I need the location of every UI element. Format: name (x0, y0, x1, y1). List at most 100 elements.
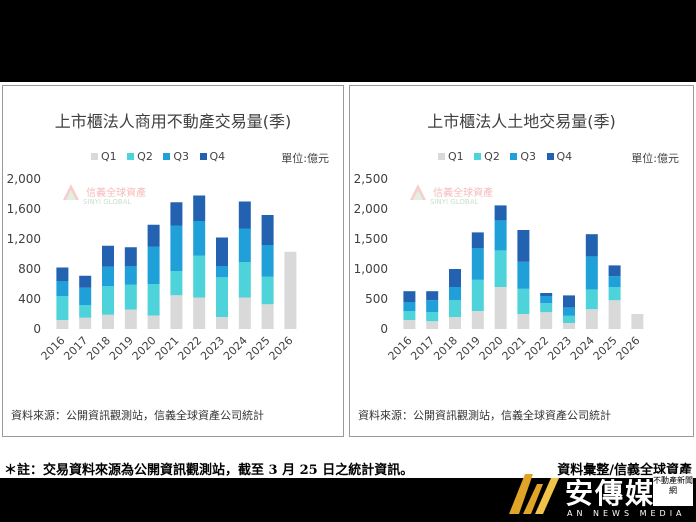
y-tick-label: 400 (18, 292, 41, 306)
bar-segment-q2-2017 (426, 312, 439, 322)
footnote: ＊註：交易資料來源為公開資訊觀測站，截至 3 月 25 日之統計資訊。 (4, 463, 414, 478)
bar-segment-q3-2020 (147, 246, 160, 284)
stacked-bar-chart-land: 0 500 1,000 1,500 2,000 2,500 2016201720182019… (354, 172, 644, 363)
bar-segment-q3-2024 (238, 228, 251, 263)
x-tick-label: 2021 (153, 334, 182, 363)
x-tick-label: 2020 (130, 334, 159, 363)
bar-segment-q3-2023 (563, 307, 575, 316)
x-tick-label: 2022 (175, 334, 204, 363)
y-tick-label: 800 (18, 262, 41, 276)
y-tick-label: 1,000 (354, 262, 388, 276)
bar-segment-q4-2021 (517, 230, 530, 262)
bar-segment-q3-2019 (471, 248, 484, 280)
bar-segment-q4-2019 (124, 247, 137, 266)
x-tick-label: 2023 (545, 334, 574, 363)
bar-segment-q1-2016 (403, 320, 416, 329)
bar-segment-q4-2020 (494, 205, 507, 221)
y-tick-label: 1,600 (7, 202, 41, 216)
bar-segment-q1-2021 (170, 295, 183, 329)
bar-segment-q3-2018 (449, 287, 461, 301)
bar-segment-q1-2020 (494, 287, 507, 329)
bar-segment-q1-2019 (471, 311, 484, 329)
bar-segment-q3-2018 (102, 266, 114, 287)
x-tick-label: 2025 (244, 334, 273, 363)
chart-title: 上市櫃法人商用不動產交易量(季) (54, 112, 292, 131)
bar-segment-q4-2022 (540, 293, 553, 296)
bar-segment-q1-2022 (540, 312, 553, 329)
bar-segment-q2-2025 (608, 287, 621, 301)
bar-segment-q3-2016 (403, 302, 416, 311)
legend-item-q1: Q1 (438, 150, 464, 163)
x-tick-label: 2017 (61, 334, 90, 363)
bar-segment-q2-2017 (79, 305, 92, 318)
bar-segment-q3-2022 (540, 296, 553, 304)
bar-segment-q2-2018 (102, 286, 114, 315)
x-tick-label: 2021 (500, 334, 529, 363)
bar-segment-q3-2019 (124, 266, 137, 285)
chart-legend: Q1 Q2 Q3 Q4 (438, 150, 579, 163)
bar-segment-q2-2016 (56, 296, 69, 320)
bar-segment-q1-2022 (193, 297, 206, 329)
bar-segment-q1-2025 (261, 304, 274, 329)
bar-segment-q2-2024 (238, 262, 251, 298)
bar-segment-q1-2024 (585, 309, 598, 329)
legend-item-q4: Q4 (199, 150, 225, 163)
y-tick-label: 1,200 (7, 232, 41, 246)
source-note: 資料來源：公開資訊觀測站，信義全球資產公司統計 (358, 409, 611, 422)
bar-segment-q2-2022 (540, 303, 553, 313)
bar-segment-q2-2019 (124, 284, 137, 310)
unit-label: 單位:億元 (281, 152, 329, 165)
bar-segment-q2-2019 (471, 279, 484, 311)
bar-segment-q1-2025 (608, 300, 621, 329)
x-tick-label: 2016 (39, 334, 68, 363)
bar-segment-q3-2025 (261, 245, 274, 277)
bar-segment-q1-2018 (102, 314, 114, 329)
bar-segment-q1-2020 (147, 315, 160, 329)
x-tick-label: 2019 (454, 334, 483, 363)
content-area: 上市櫃法人商用不動產交易量(季) Q1 Q2 Q3 Q4 單位:億元 信義全球資… (0, 82, 696, 478)
x-tick-label: 2026 (614, 334, 643, 363)
x-tick-label: 2020 (477, 334, 506, 363)
bar-segment-q4-2021 (170, 202, 183, 226)
bar-segment-q4-2020 (147, 224, 160, 247)
y-tick-label: 1,500 (354, 232, 388, 246)
bar-segment-q1-2023 (563, 323, 575, 329)
y-tick-label: 0 (33, 322, 41, 336)
bar-segment-q3-2016 (56, 281, 69, 296)
y-tick-label: 0 (380, 322, 388, 336)
sinyi-logo-icon (63, 183, 79, 200)
bar-segment-q4-2023 (563, 295, 575, 308)
bar-segment-q4-2024 (585, 234, 598, 257)
bar-segment-q4-2017 (426, 291, 439, 301)
chart-legend: Q1 Q2 Q3 Q4 (91, 150, 232, 163)
x-tick-label: 2018 (84, 334, 113, 363)
bar-segment-q1-2021 (517, 314, 530, 329)
legend-item-q3: Q3 (163, 150, 189, 163)
sinyi-watermark: 信義全球資產 SINYI GLOBAL (61, 181, 146, 206)
bar-segment-q4-2018 (449, 269, 461, 287)
bar-segment-q1-2017 (79, 317, 92, 329)
bar-segment-q2-2021 (170, 271, 183, 296)
bar-segment-q4-2023 (216, 237, 228, 266)
bar-segment-q4-2024 (238, 201, 251, 229)
bar-segment-q1-2016 (56, 320, 69, 329)
bar-segment-q1-2026 (631, 314, 644, 329)
bar-segment-q2-2023 (216, 277, 228, 317)
bar-segment-q2-2022 (193, 255, 206, 298)
bar-segment-q2-2020 (147, 284, 160, 316)
x-tick-label: 2016 (386, 334, 415, 363)
chart-panel-commercial: 上市櫃法人商用不動產交易量(季) Q1 Q2 Q3 Q4 單位:億元 信義全球資… (2, 85, 344, 437)
bar-segment-q4-2018 (102, 245, 114, 267)
bar-segment-q4-2016 (403, 291, 416, 302)
bar-segment-q1-2023 (216, 317, 228, 329)
x-tick-label: 2025 (591, 334, 620, 363)
an-logo-icon (509, 474, 559, 514)
y-tick-label: 2,000 (7, 172, 41, 186)
bar-segment-q2-2024 (585, 289, 598, 310)
legend-item-q3: Q3 (510, 150, 536, 163)
bar-segment-q3-2025 (608, 276, 621, 287)
bar-segment-q4-2016 (56, 267, 69, 281)
top-black-band (0, 0, 696, 82)
bar-segment-q3-2021 (517, 261, 530, 289)
x-tick-label: 2017 (408, 334, 437, 363)
